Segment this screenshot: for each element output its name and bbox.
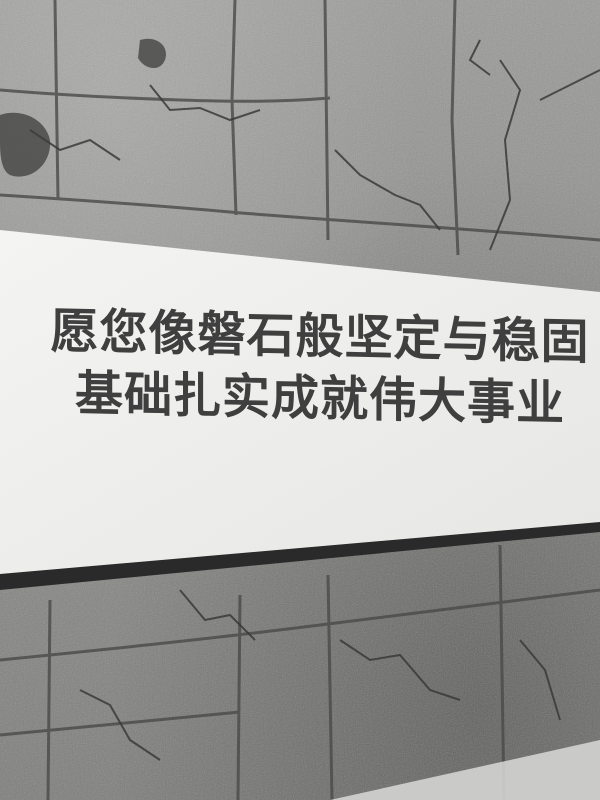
wall-seams-lower xyxy=(0,544,600,800)
wall-stains xyxy=(0,38,166,177)
banner-edge xyxy=(0,520,600,590)
wall-seams-upper xyxy=(0,0,600,256)
banner-text: 愿您像磐石般坚定与稳固 基础扎实成就伟大事业 xyxy=(40,300,600,436)
banner-line-2: 基础扎实成就伟大事业 xyxy=(74,365,565,432)
floor-edge xyxy=(330,740,600,800)
wall-cracks-upper xyxy=(29,39,600,251)
banner-panel xyxy=(0,230,600,574)
wall-cracks-lower xyxy=(79,589,561,761)
banner-line-1: 愿您像磐石般坚定与稳固 xyxy=(50,303,590,371)
